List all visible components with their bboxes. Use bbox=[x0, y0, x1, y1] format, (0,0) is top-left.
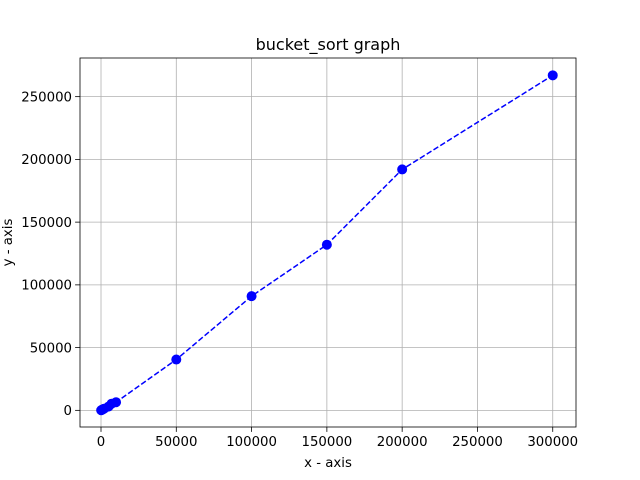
data-point-marker bbox=[246, 291, 257, 302]
y-tick-label: 0 bbox=[64, 404, 72, 419]
x-axis-title: x - axis bbox=[304, 456, 352, 471]
y-tick-label: 150000 bbox=[21, 216, 72, 231]
y-tick-label: 250000 bbox=[21, 90, 72, 105]
data-point-marker bbox=[111, 397, 122, 408]
chart-title: bucket_sort graph bbox=[256, 35, 401, 55]
grid-layer bbox=[80, 58, 576, 427]
x-tick-label: 50000 bbox=[155, 435, 197, 450]
data-point-marker bbox=[171, 354, 182, 365]
y-tick-label: 200000 bbox=[21, 153, 72, 168]
data-point-marker bbox=[321, 239, 332, 250]
series-layer bbox=[96, 70, 558, 416]
x-tick-label: 150000 bbox=[301, 435, 352, 450]
x-tick-label: 200000 bbox=[377, 435, 428, 450]
data-point-marker bbox=[547, 70, 558, 81]
data-point-marker bbox=[397, 164, 408, 175]
y-tick-label: 100000 bbox=[21, 279, 72, 294]
x-tick-label: 0 bbox=[97, 435, 105, 450]
tick-layer: 0 50000 100000 150000 200000 250000 300000 0 500… bbox=[21, 90, 578, 450]
x-tick-label: 300000 bbox=[527, 435, 578, 450]
y-tick-label: 50000 bbox=[30, 341, 72, 356]
x-tick-label: 100000 bbox=[226, 435, 277, 450]
x-tick-label: 250000 bbox=[452, 435, 503, 450]
y-axis-title: y - axis bbox=[1, 219, 16, 267]
plot-area-frame bbox=[79, 57, 577, 428]
